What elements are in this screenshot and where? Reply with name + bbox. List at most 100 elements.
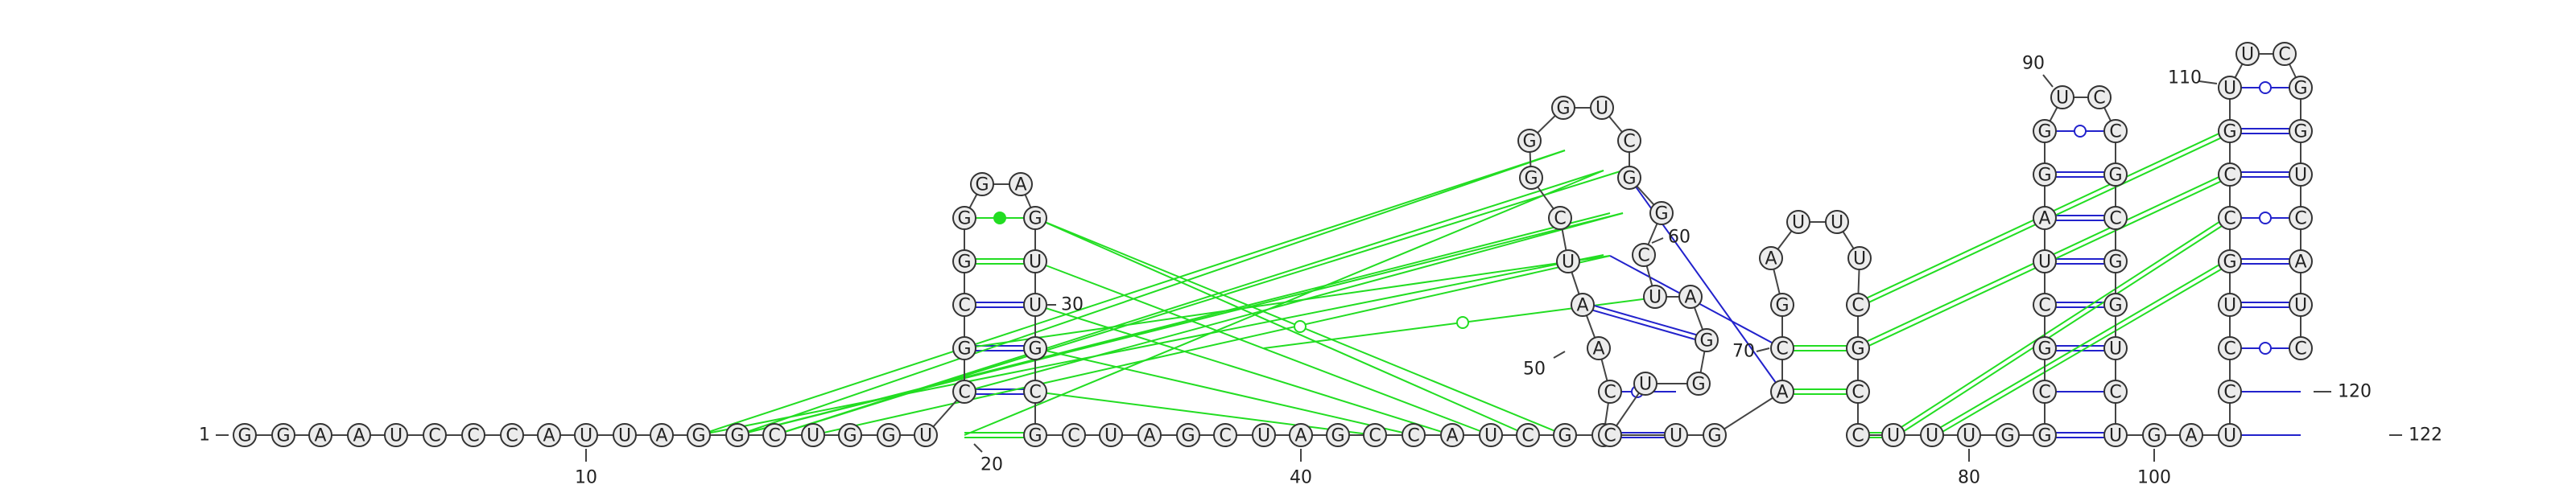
- svg-text:A: A: [1765, 249, 1777, 269]
- svg-text:A: A: [1294, 426, 1307, 446]
- nucleotide: C: [2087, 85, 2112, 109]
- nucleotide: G: [2289, 76, 2313, 100]
- svg-text:80: 80: [1958, 468, 1980, 488]
- pseudoknot-link: [1034, 347, 1414, 436]
- pseudoknot-link: [737, 150, 1566, 436]
- nucleotide: G: [2033, 119, 2057, 143]
- nucleotide: U: [574, 423, 598, 447]
- svg-text:122: 122: [2409, 425, 2442, 446]
- nucleotide: G: [1519, 166, 1543, 190]
- svg-text:G: G: [1556, 99, 1570, 119]
- pseudoknot-link: [964, 255, 1611, 349]
- svg-text:G: G: [1851, 339, 1864, 360]
- nucleotide: U: [1633, 372, 1657, 396]
- nucleotide: A: [1759, 246, 1783, 270]
- nucleotide: A: [537, 423, 561, 447]
- index-label: 100: [2137, 449, 2171, 488]
- pseudoknot-link: [964, 212, 1624, 392]
- nucleotide: G: [877, 423, 901, 447]
- svg-text:C: C: [1604, 383, 1616, 403]
- nucleotide: C: [2218, 162, 2242, 187]
- nucleotide: G: [1996, 423, 2020, 447]
- svg-text:G: G: [1522, 132, 1536, 152]
- svg-text:U: U: [1926, 426, 1938, 446]
- svg-text:G: G: [237, 426, 251, 446]
- nucleotide: A: [1770, 380, 1794, 404]
- svg-text:G: G: [691, 426, 705, 446]
- pseudoknot-link: [1034, 304, 1453, 436]
- svg-text:G: G: [1707, 426, 1721, 446]
- svg-text:G: G: [2000, 426, 2014, 446]
- index-label: 70: [1732, 342, 1770, 362]
- nucleotide: A: [1587, 336, 1611, 360]
- index-label: 30: [1046, 295, 1084, 315]
- nucleotide: U: [2218, 423, 2242, 447]
- nucleotide: G: [2033, 423, 2057, 447]
- nucleotide: A: [1678, 285, 1703, 309]
- svg-text:G: G: [1622, 169, 1636, 189]
- svg-text:C: C: [958, 383, 970, 403]
- nucleotide: U: [2289, 293, 2313, 317]
- pseudoknot-link: [1034, 217, 1529, 436]
- svg-text:G: G: [957, 209, 971, 229]
- nucleotide: C: [2033, 380, 2057, 404]
- svg-text:G: G: [1691, 375, 1705, 395]
- nucleotide: C: [1846, 293, 1870, 317]
- svg-text:U: U: [1639, 375, 1652, 395]
- svg-text:100: 100: [2137, 468, 2171, 488]
- svg-text:C: C: [1852, 383, 1864, 403]
- nucleotide: U: [1920, 423, 1944, 447]
- svg-text:C: C: [2223, 339, 2235, 360]
- nucleotide: U: [2289, 162, 2313, 187]
- svg-text:C: C: [1368, 426, 1381, 446]
- nucleotide: G: [687, 423, 711, 447]
- nucleotide: C: [423, 423, 447, 447]
- svg-text:C: C: [1029, 383, 1041, 403]
- nucleotide: C: [1846, 380, 1870, 404]
- svg-text:U: U: [1104, 426, 1117, 446]
- svg-text:C: C: [1407, 426, 1419, 446]
- nucleotide: G: [2033, 162, 2057, 187]
- svg-text:C: C: [506, 426, 518, 446]
- nucleotide: C: [1213, 423, 1237, 447]
- svg-text:C: C: [1521, 426, 1534, 446]
- base-pair: [1581, 302, 1708, 343]
- wobble-pair: [1034, 217, 1566, 436]
- nucleotide: G: [1846, 336, 1870, 360]
- nucleotide: G: [271, 423, 295, 447]
- nucleotide: G: [2103, 249, 2128, 273]
- pseudoknot-link: [812, 255, 1611, 436]
- nucleotide: C: [2033, 293, 2057, 317]
- nucleotide: U: [914, 423, 938, 447]
- svg-text:A: A: [1446, 426, 1458, 446]
- nucleotide: C: [2289, 336, 2313, 360]
- svg-text:C: C: [958, 296, 970, 316]
- nucleotide: G: [1649, 201, 1674, 225]
- pseudoknot-link: [698, 254, 1604, 436]
- nucleotide: G: [1517, 129, 1542, 153]
- svg-text:U: U: [1649, 288, 1662, 308]
- svg-text:10: 10: [575, 468, 597, 488]
- svg-text:C: C: [2223, 383, 2235, 403]
- svg-text:C: C: [1219, 426, 1231, 446]
- svg-text:U: U: [2294, 296, 2307, 316]
- svg-text:U: U: [1963, 426, 1975, 446]
- svg-text:G: G: [2147, 426, 2161, 446]
- svg-text:U: U: [2056, 88, 2069, 109]
- nucleotide: G: [1023, 336, 1047, 360]
- svg-text:C: C: [467, 426, 479, 446]
- nucleotide: U: [2235, 42, 2260, 66]
- svg-text:C: C: [2278, 45, 2290, 65]
- svg-text:C: C: [2223, 166, 2235, 186]
- nucleotide: C: [1516, 423, 1540, 447]
- svg-text:C: C: [2294, 209, 2306, 229]
- svg-text:U: U: [618, 426, 631, 446]
- svg-text:U: U: [1670, 426, 1682, 446]
- svg-text:U: U: [1596, 99, 1608, 119]
- svg-text:30: 30: [1061, 295, 1084, 315]
- nucleotide: U: [1023, 249, 1047, 273]
- svg-text:A: A: [353, 426, 365, 446]
- svg-text:C: C: [1623, 132, 1635, 152]
- nucleotide: G: [1023, 423, 1047, 447]
- svg-text:G: G: [957, 339, 971, 360]
